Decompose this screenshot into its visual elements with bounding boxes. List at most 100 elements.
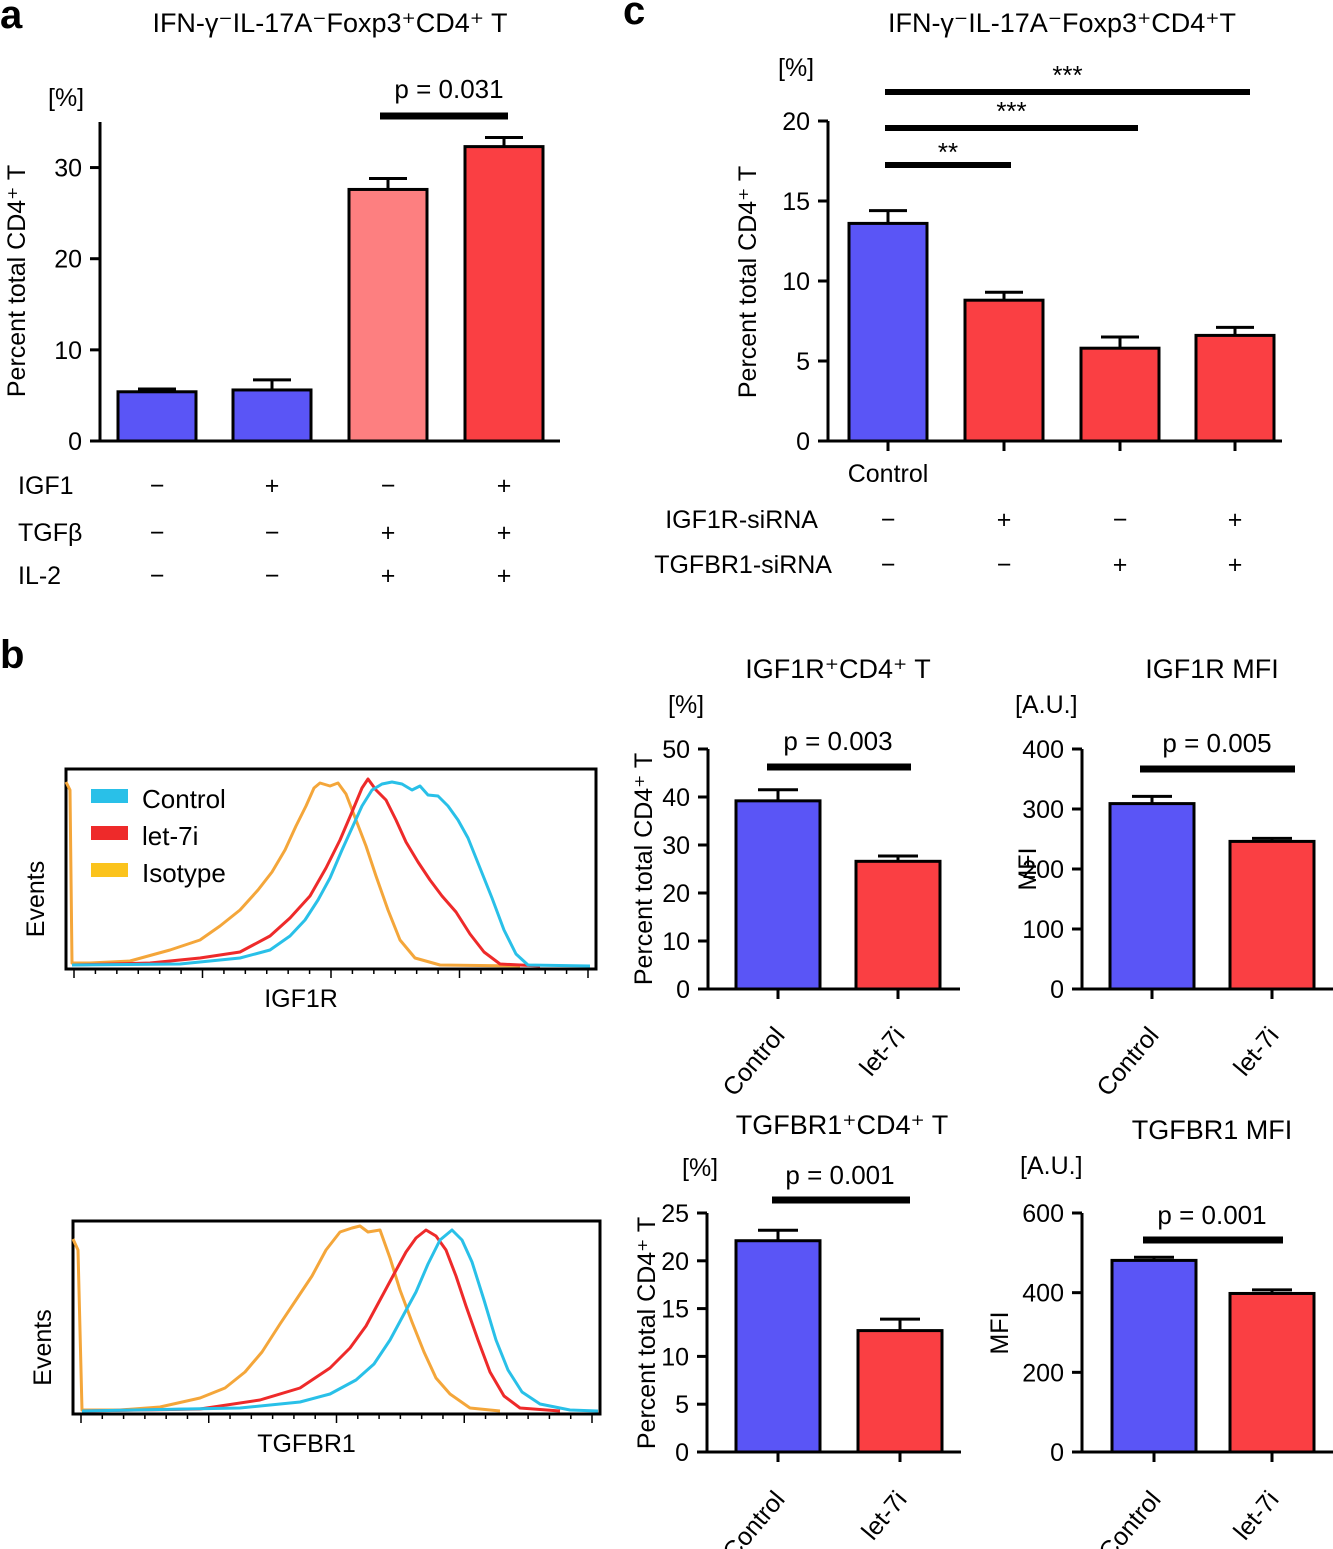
legend-swatch [91, 826, 128, 840]
y-tick-label: 20 [782, 108, 810, 136]
y-axis-label: Percent total CD4⁺ T [734, 166, 762, 398]
y-tick-label: 300 [1022, 796, 1064, 824]
bar [347, 187, 429, 443]
y-tick-label: 0 [68, 428, 82, 456]
chart-title: TGFBR1⁺CD4⁺ T [736, 1110, 949, 1140]
y-tick-label: 25 [661, 1200, 689, 1228]
significance-stars: *** [996, 96, 1026, 126]
category-label: let-7i [856, 1486, 912, 1546]
legend-label: let-7i [142, 821, 198, 851]
p-value-label: p = 0.031 [394, 74, 503, 104]
y-tick-label: 0 [1050, 1439, 1064, 1467]
category-label: Control [717, 1486, 790, 1549]
y-tick-label: 30 [662, 832, 690, 860]
chart-title: IGF1R⁺CD4⁺ T [745, 654, 931, 684]
condition-mark: + [997, 506, 1012, 534]
condition-mark: − [881, 506, 896, 534]
y-tick-label: 10 [782, 268, 810, 296]
category-label: let-7i [1228, 1486, 1284, 1546]
bar [231, 388, 313, 443]
condition-name: TGFβ [18, 519, 82, 547]
condition-mark: + [497, 519, 512, 547]
legend-swatch [91, 789, 128, 803]
histogram-y-label: Events [29, 1309, 57, 1385]
y-tick-label: 400 [1022, 1280, 1064, 1308]
isotype-curve [64, 781, 521, 968]
condition-name: IGF1R-siRNA [665, 506, 818, 534]
condition-mark: + [381, 519, 396, 547]
y-tick-label: 600 [1022, 1200, 1064, 1228]
y-axis-label: MFI [986, 1311, 1014, 1354]
let7i-curve [71, 777, 541, 968]
p-value-label: p = 0.001 [785, 1160, 894, 1190]
y-tick-label: 400 [1022, 736, 1064, 764]
unit-label: [%] [668, 691, 704, 719]
p-value-label: p = 0.003 [783, 726, 892, 756]
panel-letter-b: b [0, 633, 24, 677]
bar [734, 799, 822, 991]
y-tick-label: 50 [662, 736, 690, 764]
bar [463, 145, 545, 443]
y-tick-label: 20 [54, 246, 82, 274]
y-tick-label: 30 [54, 155, 82, 183]
condition-mark: + [1228, 551, 1243, 579]
control-label: Control [848, 460, 929, 488]
legend-label: Isotype [142, 858, 226, 888]
panel-letter-c: c [623, 0, 645, 33]
category-label: Control [1093, 1486, 1166, 1549]
significance-stars: ** [938, 137, 958, 167]
y-tick-label: 5 [675, 1391, 689, 1419]
bar [963, 298, 1045, 443]
significance-stars: *** [1052, 60, 1082, 90]
y-tick-label: 15 [661, 1296, 689, 1324]
legend-swatch [91, 863, 128, 877]
p-value-label: p = 0.005 [1162, 728, 1271, 758]
legend-label: Control [142, 784, 226, 814]
condition-mark: − [997, 551, 1012, 579]
panel-letter-a: a [0, 0, 23, 37]
y-tick-label: 200 [1022, 856, 1064, 884]
condition-mark: + [1228, 506, 1243, 534]
y-tick-label: 5 [796, 348, 810, 376]
bar [1079, 346, 1161, 443]
condition-mark: − [150, 472, 165, 500]
y-tick-label: 10 [54, 337, 82, 365]
bar [1108, 802, 1196, 991]
unit-label: [%] [778, 54, 814, 82]
condition-mark: + [1113, 551, 1128, 579]
histogram-x-label: TGFBR1 [257, 1430, 356, 1458]
bar [847, 221, 929, 443]
y-tick-label: 100 [1022, 916, 1064, 944]
y-axis-label: Percent total CD4⁺ T [3, 165, 31, 397]
y-tick-label: 20 [662, 880, 690, 908]
y-tick-label: 10 [661, 1343, 689, 1371]
y-tick-label: 0 [675, 1439, 689, 1467]
condition-mark: − [1113, 506, 1128, 534]
y-axis-label: Percent total CD4⁺ T [630, 753, 658, 985]
histogram-frame [71, 1219, 602, 1416]
y-axis-label: MFI [1014, 847, 1042, 890]
unit-label: [%] [682, 1154, 718, 1182]
condition-mark: − [265, 519, 280, 547]
bar [1194, 333, 1276, 443]
category-label: let-7i [854, 1022, 910, 1082]
y-tick-label: 0 [676, 976, 690, 1004]
condition-mark: − [265, 562, 280, 590]
chart-title: IFN-γ⁻IL-17A⁻Foxp3⁺CD4⁺T [888, 8, 1236, 38]
isotype-curve [71, 1224, 501, 1413]
unit-label: [%] [48, 84, 84, 112]
bar [854, 859, 942, 991]
chart-title: TGFBR1 MFI [1132, 1115, 1293, 1145]
category-label: let-7i [1228, 1022, 1284, 1082]
y-tick-label: 20 [661, 1248, 689, 1276]
bar [1228, 839, 1316, 991]
control-curve [71, 780, 591, 968]
y-tick-label: 40 [662, 784, 690, 812]
bar [734, 1239, 822, 1454]
bar [1110, 1258, 1198, 1454]
condition-name: IGF1 [18, 472, 74, 500]
chart-title: IGF1R MFI [1145, 654, 1279, 684]
condition-mark: − [150, 562, 165, 590]
y-tick-label: 15 [782, 188, 810, 216]
